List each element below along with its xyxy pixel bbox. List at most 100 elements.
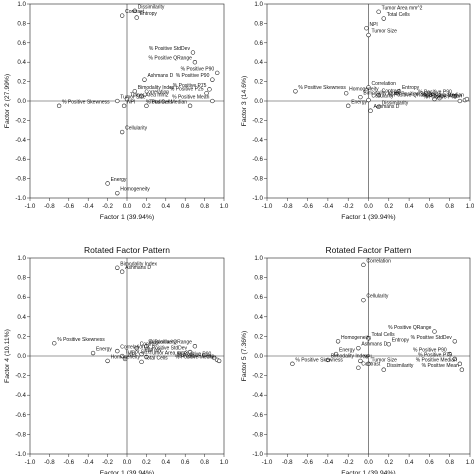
- y-tick-label: -0.8: [252, 176, 263, 183]
- point-label: Homogeneity: [120, 187, 150, 193]
- y-tick-label: 0.4: [254, 59, 263, 66]
- data-point: [115, 348, 120, 354]
- data-point: [192, 344, 198, 349]
- data-point: [457, 98, 463, 104]
- point-label: % Positive Skewness: [57, 337, 105, 343]
- y-tick-label: -0.2: [15, 117, 26, 124]
- point-label: Contrast: [125, 9, 145, 15]
- point-label: NPI: [128, 352, 136, 358]
- data-point: [325, 357, 331, 363]
- y-tick-label: -0.4: [15, 137, 26, 144]
- point-label: % Positive Skewness: [298, 85, 346, 91]
- data-point: [452, 356, 457, 362]
- panel-3: -1.0-1.0 -0.8 -0.8 -0.6 -0.6 -0.4 -0.4 -0.2 -0.2…: [4, 245, 229, 474]
- data-point: [210, 77, 215, 82]
- data-point: [366, 336, 371, 341]
- x-tick-label: 0.8: [445, 203, 454, 210]
- x-tick-label: -0.2: [102, 459, 113, 466]
- data-point: [366, 361, 371, 367]
- data-point: [90, 350, 96, 356]
- point-label: NPI: [127, 99, 135, 105]
- point-label: % Positive QRange: [388, 325, 432, 331]
- data-point: [121, 103, 127, 109]
- data-point: [290, 361, 295, 367]
- point-label: Dissimilarity: [387, 363, 414, 369]
- point-label: Bimodality Index: [331, 353, 368, 359]
- data-point: [356, 345, 361, 351]
- x-tick-label: 0.4: [161, 203, 170, 210]
- y-tick-label: -0.8: [15, 176, 26, 183]
- data-point: [144, 354, 149, 360]
- y-tick-label: -0.8: [15, 431, 26, 438]
- point-label: % Positive P90: [181, 66, 215, 72]
- point-label: % Positive StdDev: [411, 335, 453, 341]
- data-point: [207, 87, 212, 92]
- data-point: [134, 15, 139, 20]
- point-label: Bimodality Index: [138, 85, 175, 91]
- point-label: % Positive Mean: [425, 94, 462, 100]
- point-label: NPI: [369, 22, 377, 28]
- data-point: [119, 129, 125, 135]
- point-label: Energy: [339, 348, 355, 354]
- data-point: [381, 16, 386, 21]
- data-point: [361, 297, 366, 303]
- x-axis-title: Factor 1 (39.94%): [100, 214, 154, 221]
- point-label: Correlation: [120, 345, 145, 351]
- x-tick-label: -0.6: [63, 459, 74, 466]
- y-tick-label: 0.2: [254, 333, 263, 340]
- y-tick-label: -1.0: [15, 451, 26, 458]
- data-point: [139, 93, 144, 99]
- x-tick-label: 0.4: [405, 459, 414, 466]
- data-point: [366, 97, 371, 103]
- data-point: [212, 355, 217, 361]
- point-label: % Positive StdDev: [149, 46, 191, 52]
- data-point: [115, 190, 120, 196]
- point-label: % Positive QRange: [149, 340, 193, 346]
- data-point: [119, 13, 125, 18]
- point-label: % Positive Median: [423, 93, 464, 99]
- point-label: % Positive Median: [175, 354, 216, 360]
- point-label: Energy: [96, 347, 112, 353]
- point-label: Correlation: [145, 90, 170, 96]
- data-point: [142, 77, 147, 82]
- point-label: Entropy: [145, 348, 163, 354]
- y-tick-label: -0.4: [15, 392, 26, 399]
- x-tick-label: 0.4: [405, 203, 414, 210]
- y-tick-label: 0.0: [17, 353, 26, 360]
- x-tick-label: 0.8: [445, 459, 454, 466]
- data-point: [115, 265, 120, 270]
- y-tick-label: 1.0: [254, 255, 263, 262]
- point-label: Bimodality Index: [120, 261, 157, 267]
- y-tick-label: -0.2: [252, 117, 263, 124]
- point-label: Tumor Size: [120, 95, 146, 101]
- point-label: Cellularity: [372, 94, 394, 100]
- x-tick-label: -0.2: [343, 459, 354, 466]
- point-label: % Positive Median: [416, 357, 457, 363]
- y-tick-label: 0.4: [254, 314, 263, 321]
- data-point: [119, 353, 125, 359]
- point-label: Entropy: [402, 85, 420, 91]
- point-label: % Positive Mean: [177, 353, 214, 359]
- data-point: [346, 103, 351, 109]
- y-tick-label: 0.0: [17, 98, 26, 105]
- x-tick-label: 0.4: [161, 459, 170, 466]
- point-label: % Positive P75: [418, 352, 452, 358]
- data-point: [122, 356, 128, 362]
- y-axis-title: Factor 5 (7.36%): [241, 331, 248, 382]
- panel-title: Rotated Factor Pattern: [326, 245, 412, 255]
- y-tick-label: 0.8: [254, 275, 263, 282]
- point-label: Tumor Area mm2: [130, 93, 169, 99]
- y-tick-label: 0.8: [254, 20, 263, 27]
- data-point: [124, 96, 130, 102]
- x-tick-label: -1.0: [25, 459, 36, 466]
- point-label: NPI: [363, 354, 371, 360]
- x-axis-title: Factor 1 (39.94%): [100, 470, 154, 474]
- x-tick-label: -0.4: [83, 203, 94, 210]
- x-tick-label: -1.0: [262, 203, 273, 210]
- x-tick-label: -0.6: [63, 203, 74, 210]
- point-label: Homogeneity: [341, 335, 371, 341]
- data-point: [210, 98, 215, 104]
- y-tick-label: 0.8: [17, 275, 26, 282]
- data-point: [376, 9, 381, 14]
- point-label: Tumor Size: [372, 29, 398, 35]
